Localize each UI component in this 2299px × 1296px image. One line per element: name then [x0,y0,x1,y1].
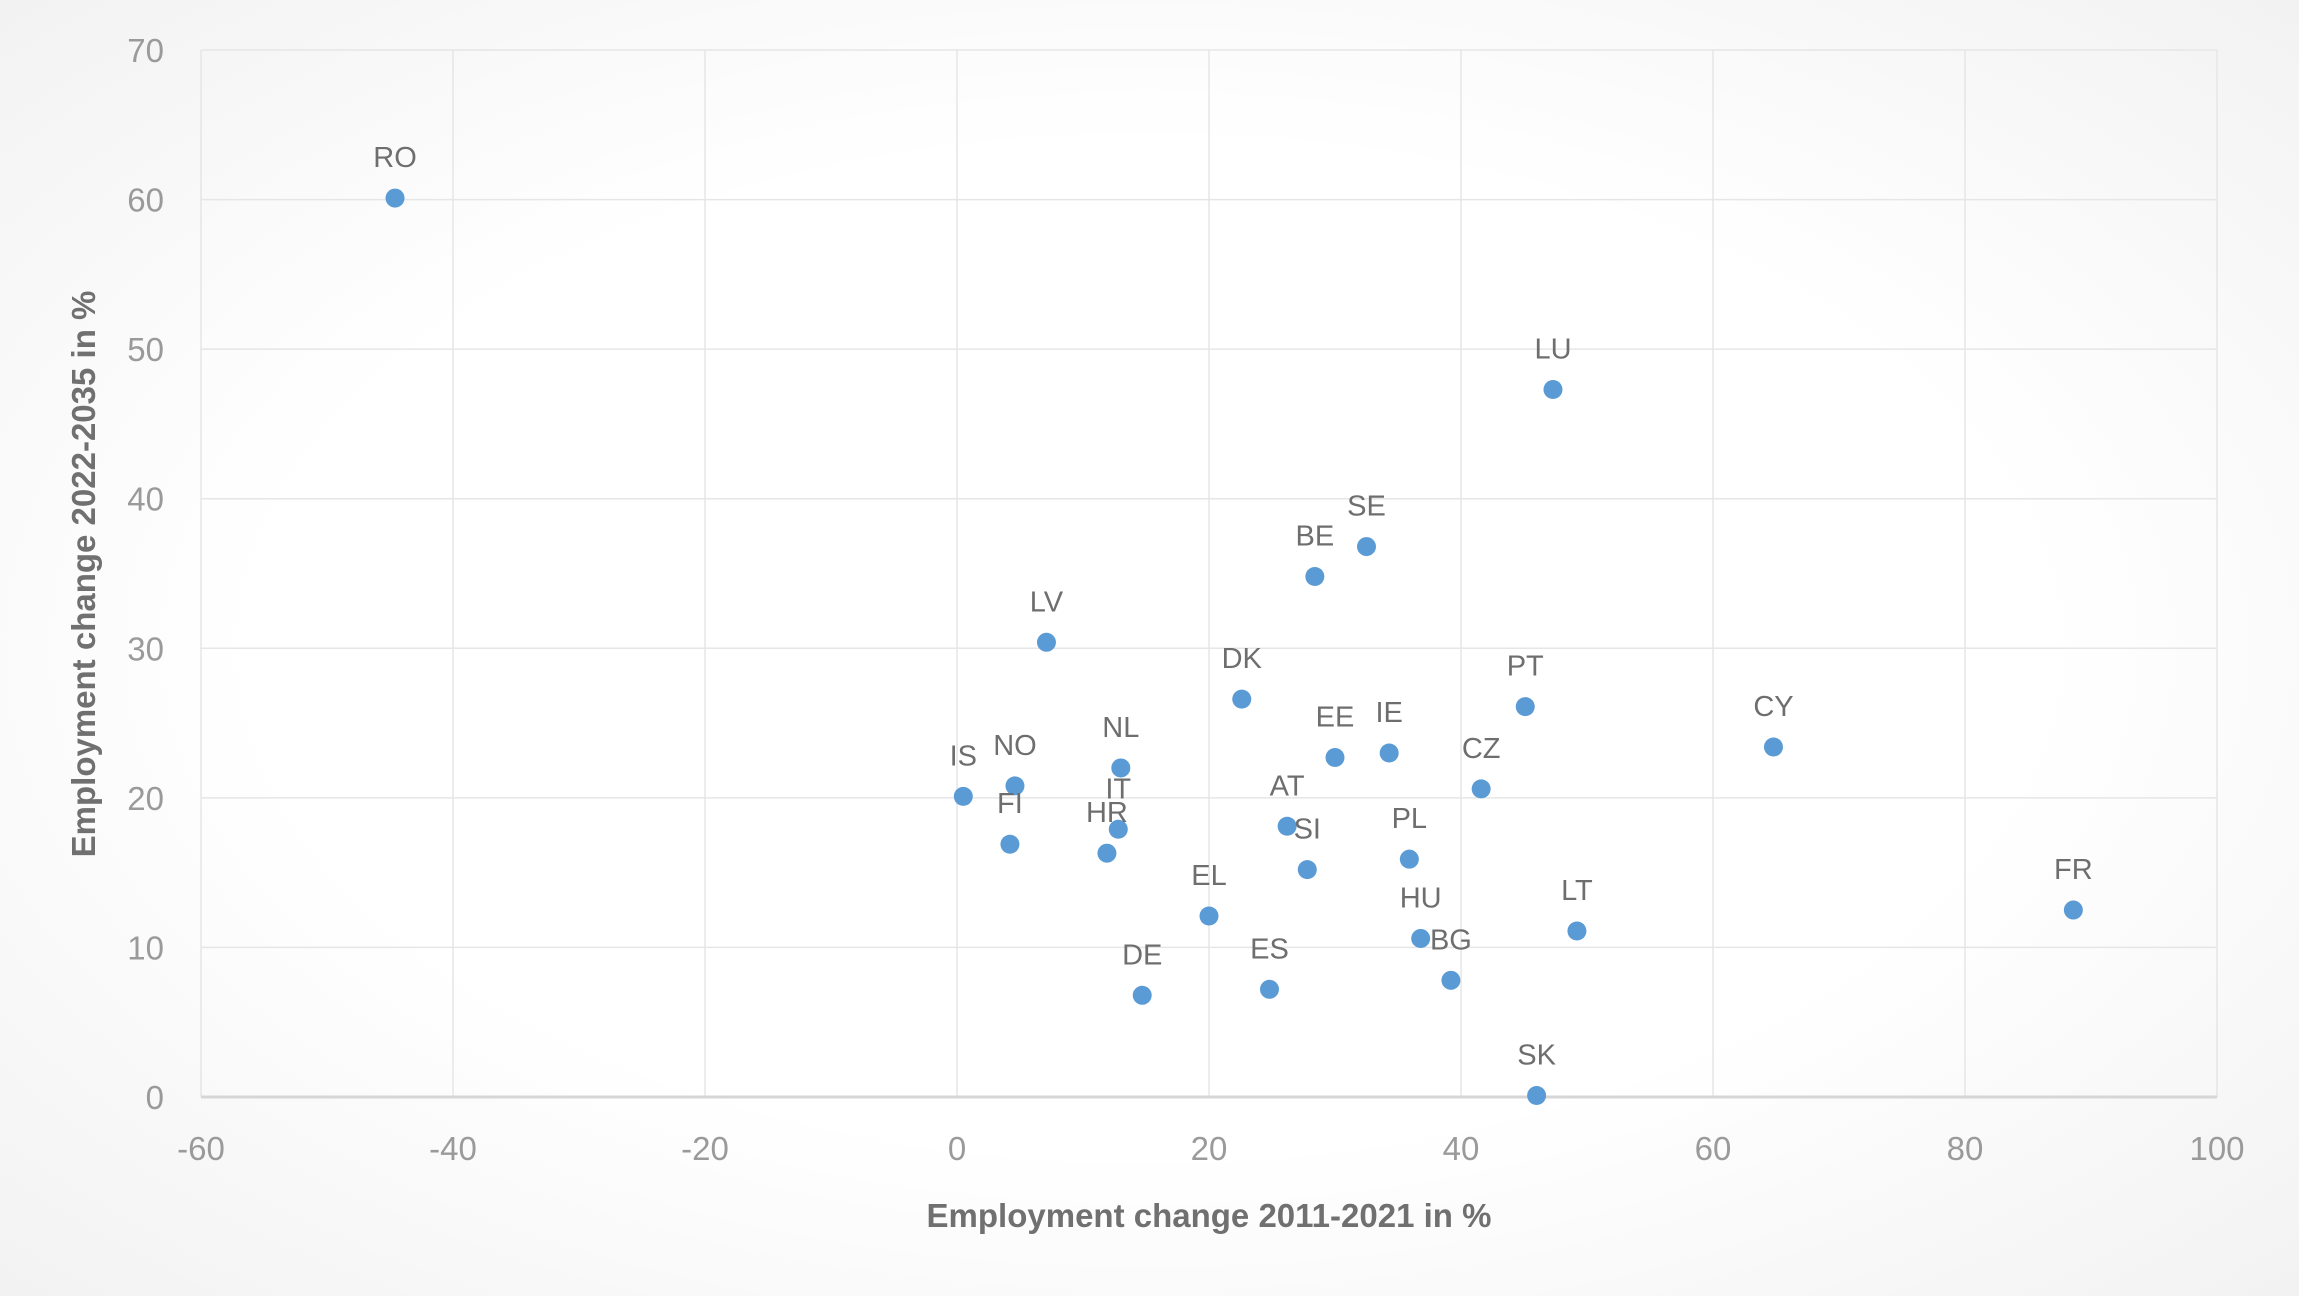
data-point-lt [1567,921,1587,941]
data-label-si: SI [1294,814,1321,846]
data-label-at: AT [1270,770,1305,802]
data-label-bg: BG [1430,924,1472,956]
data-label-nl: NL [1102,712,1139,744]
data-point-el [1199,906,1219,926]
data-point-se [1357,537,1376,557]
data-label-fr: FR [2054,854,2093,886]
x-tick-label: 100 [2189,1130,2244,1167]
data-label-cy: CY [1753,691,1793,723]
data-point-lu [1543,380,1563,400]
data-point-it [1108,819,1128,839]
data-label-ro: RO [373,142,417,174]
data-label-lu: LU [1534,334,1571,366]
axes: -60 -40 -20 0 20 40 60 80 100 0 10 20 30 40 50 60 70 [127,32,2244,1167]
y-tick-label: 30 [127,630,164,667]
x-tick-label: -40 [429,1130,477,1167]
data-label-se: SE [1347,491,1386,523]
data-point-hr [1097,843,1117,863]
data-point-ee [1325,747,1345,767]
data-label-es: ES [1250,933,1289,965]
data-label-be: BE [1295,520,1334,552]
data-label-ie: IE [1375,697,1402,729]
x-tick-label: 60 [1695,1130,1732,1167]
data-label-it: IT [1105,773,1131,805]
data-point-ro [385,188,405,208]
data-point-be [1305,566,1325,586]
data-label-sk: SK [1517,1040,1556,1072]
data-point-is [953,786,973,806]
y-tick-label: 60 [127,182,164,219]
x-tick-label: 80 [1947,1130,1984,1167]
data-point-no [1005,776,1025,796]
y-tick-label: 40 [127,481,164,518]
data-label-fi: FI [997,788,1023,820]
gridlines [200,49,2218,1097]
data-point-lv [1036,632,1056,652]
y-tick-label: 10 [127,929,164,966]
y-axis-title: Employment change 2022-2035 in % [65,291,102,858]
data-point-fr [2063,900,2083,920]
data-point-cz [1471,779,1491,799]
data-label-is: IS [950,740,977,772]
data-point-cy [1763,737,1783,757]
x-tick-label: 40 [1443,1130,1480,1167]
data-point-bg [1441,970,1461,990]
data-label-ee: EE [1316,701,1355,733]
y-tick-label: 0 [146,1079,164,1116]
data-label-lv: LV [1030,586,1064,618]
data-point-pl [1399,849,1419,869]
x-tick-label: 0 [948,1130,966,1167]
data-label-dk: DK [1222,643,1263,675]
data-point-si [1297,860,1317,880]
data-point-fi [1000,834,1020,854]
data-label-el: EL [1191,860,1226,892]
x-axis-title: Employment change 2011-2021 in % [927,1197,1492,1234]
data-point-pt [1515,697,1535,717]
data-point-es [1259,979,1279,999]
data-label-de: DE [1122,939,1162,971]
data-point-nl [1111,758,1131,778]
data-label-hu: HU [1400,882,1442,914]
y-tick-label: 20 [127,780,164,817]
data-label-pt: PT [1507,651,1544,683]
data-points: RO LU SE BE LV DK PT CY EE IE NL CZ NO IS IT AT FI HR PL SI… [373,142,2093,1106]
data-label-no: NO [993,730,1037,762]
data-point-at [1277,816,1297,836]
y-tick-label: 70 [127,32,164,69]
data-label-lt: LT [1561,875,1593,907]
data-point-ie [1379,743,1399,763]
x-tick-label: -60 [177,1130,225,1167]
data-point-sk [1527,1086,1547,1106]
data-label-cz: CZ [1462,733,1501,765]
data-point-dk [1232,689,1252,709]
x-tick-label: 20 [1191,1130,1228,1167]
data-label-pl: PL [1392,803,1427,835]
data-point-de [1132,985,1152,1005]
y-tick-label: 50 [127,331,164,368]
x-tick-label: -20 [681,1130,729,1167]
data-point-hu [1411,928,1431,948]
data-label-hr: HR [1086,797,1128,829]
